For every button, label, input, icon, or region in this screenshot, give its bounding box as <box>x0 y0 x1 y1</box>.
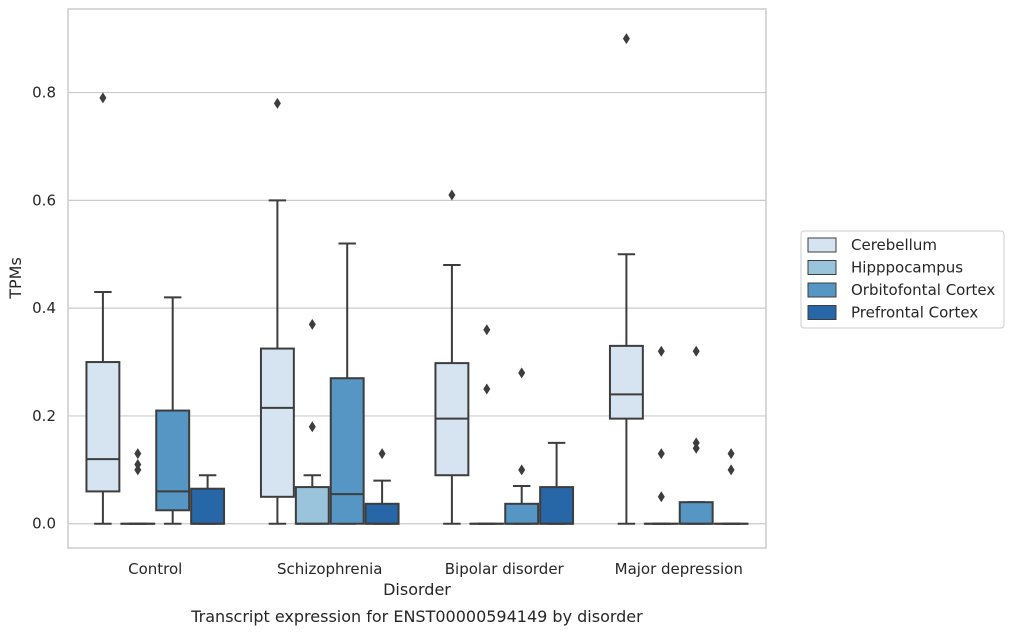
box-series <box>85 33 749 525</box>
x-axis-ticks: Control Schizophrenia Bipolar disorder Majo… <box>128 560 743 578</box>
x-tick-label: Schizophrenia <box>277 560 382 578</box>
outlier-point <box>657 491 665 503</box>
outlier-point <box>273 97 281 109</box>
box-cerebellum <box>434 189 470 525</box>
legend-swatch <box>807 260 837 275</box>
box-prefrontal-cortex <box>364 448 400 525</box>
legend: Cerebellum Hipppocampus Orbitofontal Corte… <box>800 230 1005 329</box>
y-tick-label: 0.2 <box>32 407 56 425</box>
outlier-point <box>448 189 456 201</box>
x-axis-label: Disorder <box>383 580 451 599</box>
outlier-point <box>308 421 316 433</box>
outlier-point <box>483 383 491 395</box>
iqr-box <box>608 344 644 420</box>
iqr-box <box>678 501 714 525</box>
outlier-point <box>99 92 107 104</box>
box-hipppocampus <box>643 345 679 525</box>
outlier-point <box>518 367 526 379</box>
box-orbitofontal-cortex <box>504 367 540 525</box>
outlier-point <box>483 324 491 336</box>
outlier-point <box>692 442 700 454</box>
legend-label: Prefrontal Cortex <box>851 304 978 322</box>
plot-frame <box>67 8 767 549</box>
box-orbitofontal-cortex <box>329 242 365 525</box>
legend-swatch <box>807 237 837 253</box>
legend-swatch <box>807 305 837 320</box>
x-tick-label: Bipolar disorder <box>445 560 565 578</box>
iqr-box <box>190 487 226 525</box>
box-orbitofontal-cortex <box>678 345 714 525</box>
outlier-point <box>308 318 316 330</box>
box-prefrontal-cortex <box>713 448 749 525</box>
outlier-point <box>378 448 386 460</box>
box-hipppocampus <box>120 448 156 525</box>
y-axis-label: TPMs <box>6 257 25 300</box>
legend-label: Cerebellum <box>851 236 937 254</box>
iqr-box <box>329 377 365 525</box>
y-tick-label: 0.0 <box>32 515 56 533</box>
outlier-point <box>692 345 700 357</box>
iqr-box <box>85 361 121 493</box>
outlier-point <box>518 464 526 476</box>
outlier-point <box>622 33 630 45</box>
chart-caption: Transcript expression for ENST0000059414… <box>190 607 643 626</box>
box-hipppocampus <box>294 318 330 525</box>
iqr-box <box>155 409 191 512</box>
box-hipppocampus <box>469 324 505 525</box>
box-cerebellum <box>608 33 644 525</box>
box-prefrontal-cortex <box>190 474 226 525</box>
y-tick-label: 0.4 <box>32 299 56 317</box>
box-cerebellum <box>85 92 121 525</box>
box-cerebellum <box>259 97 295 525</box>
iqr-box <box>539 486 575 525</box>
iqr-box <box>294 486 330 525</box>
iqr-box <box>504 502 540 525</box>
box-prefrontal-cortex <box>539 441 575 525</box>
outlier-point <box>727 464 735 476</box>
outlier-point <box>727 448 735 460</box>
outlier-point <box>657 448 665 460</box>
iqr-box <box>364 502 400 525</box>
x-tick-label: Major depression <box>615 560 743 578</box>
y-tick-label: 0.6 <box>32 191 56 209</box>
outlier-point <box>134 448 142 460</box>
outlier-point <box>657 345 665 357</box>
legend-label: Orbitofontal Cortex <box>851 281 995 299</box>
x-tick-label: Control <box>128 560 182 578</box>
legend-frame <box>800 230 1005 329</box>
y-axis-ticks: 0.0 0.2 0.4 0.6 0.8 <box>32 84 56 533</box>
outlier-point <box>134 464 142 476</box>
legend-swatch <box>807 282 837 298</box>
box-orbitofontal-cortex <box>155 296 191 525</box>
legend-label: Hipppocampus <box>851 259 963 277</box>
iqr-box <box>259 347 295 498</box>
y-tick-label: 0.8 <box>32 84 56 102</box>
